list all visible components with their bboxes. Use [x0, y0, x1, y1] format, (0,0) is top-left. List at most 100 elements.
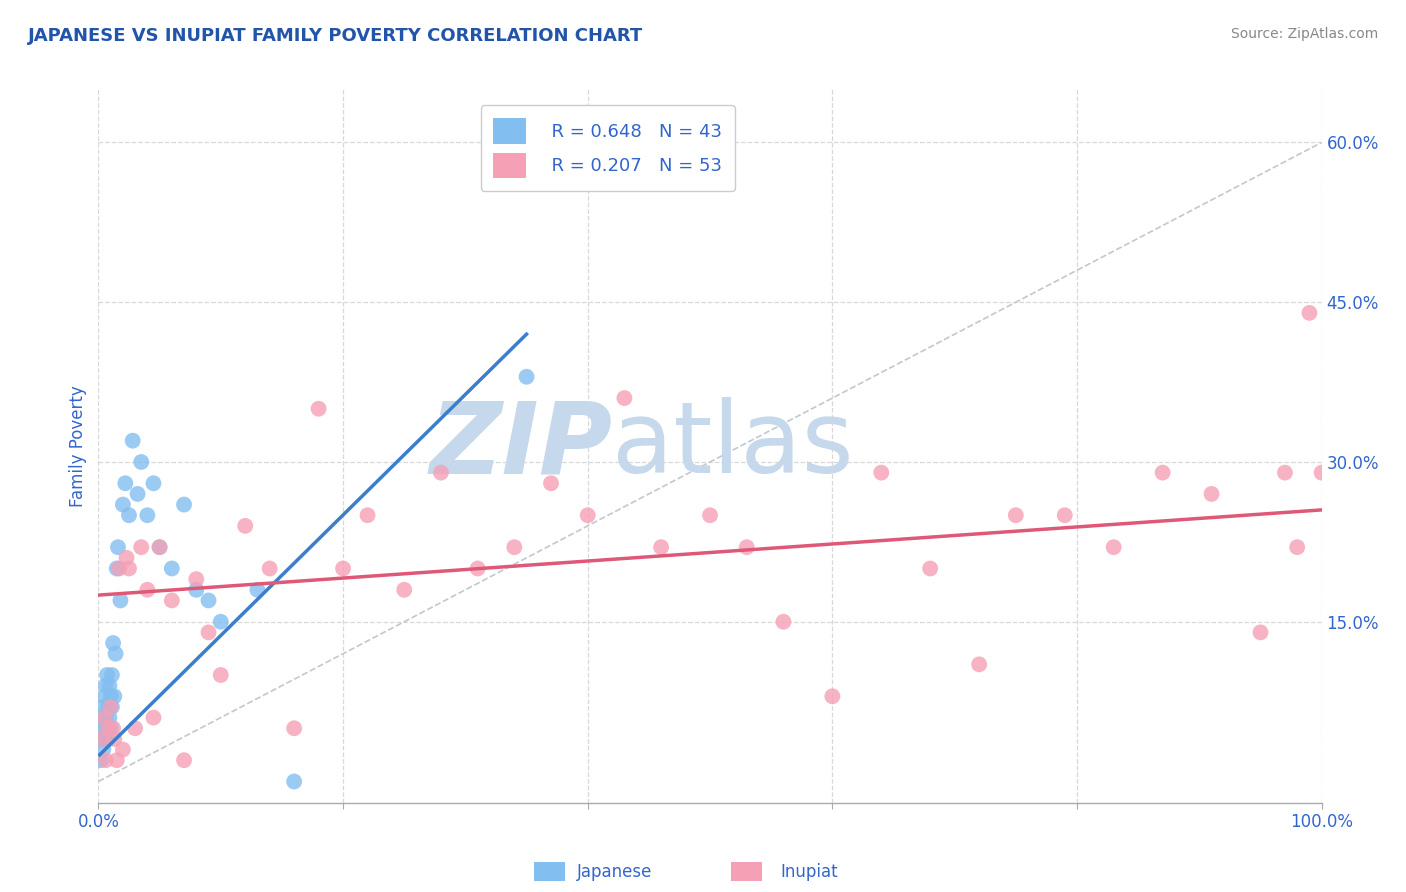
Point: [142, 476, 165, 491]
Point: [97, 721, 120, 735]
Legend:   R = 0.648   N = 43,   R = 0.207   N = 53: R = 0.648 N = 43, R = 0.207 N = 53: [481, 105, 735, 191]
Point: [97, 700, 120, 714]
Point: [101, 668, 124, 682]
Point: [209, 615, 232, 629]
Point: [1274, 466, 1296, 480]
Point: [107, 540, 129, 554]
Point: [101, 721, 124, 735]
Point: [100, 690, 122, 704]
Point: [101, 700, 124, 714]
Point: [149, 540, 172, 554]
Point: [197, 625, 219, 640]
Point: [356, 508, 378, 523]
Point: [1053, 508, 1076, 523]
Point: [283, 774, 305, 789]
Point: [186, 582, 208, 597]
Point: [576, 508, 599, 523]
Point: [149, 540, 172, 554]
Point: [94, 731, 117, 746]
Point: [124, 721, 146, 735]
Point: [136, 582, 159, 597]
Point: [160, 593, 183, 607]
Point: [105, 561, 128, 575]
Point: [93, 690, 115, 704]
Point: [186, 572, 208, 586]
Point: [94, 710, 117, 724]
Point: [115, 550, 138, 565]
Point: [127, 487, 149, 501]
Point: [96, 668, 118, 682]
Point: [118, 508, 141, 523]
Point: [100, 721, 122, 735]
Point: [392, 582, 416, 597]
Text: JAPANESE VS INUPIAT FAMILY POVERTY CORRELATION CHART: JAPANESE VS INUPIAT FAMILY POVERTY CORRE…: [28, 27, 644, 45]
Point: [108, 561, 131, 575]
Point: [91, 710, 114, 724]
Point: [515, 369, 537, 384]
Point: [735, 540, 758, 554]
Point: [91, 731, 114, 746]
Point: [105, 753, 128, 767]
Point: [91, 700, 114, 714]
Point: [101, 636, 124, 650]
Point: [209, 668, 232, 682]
Point: [160, 561, 183, 575]
Point: [91, 742, 114, 756]
Point: [103, 690, 125, 704]
Point: [129, 540, 152, 554]
Point: [91, 731, 114, 746]
Point: [136, 508, 159, 523]
Text: ZIP: ZIP: [429, 398, 612, 494]
Point: [111, 742, 134, 756]
Point: [1249, 625, 1271, 640]
Point: [93, 710, 115, 724]
Text: atlas: atlas: [612, 398, 853, 494]
Point: [699, 508, 721, 523]
Text: Source: ZipAtlas.com: Source: ZipAtlas.com: [1230, 27, 1378, 41]
Point: [283, 721, 305, 735]
Text: Japanese: Japanese: [576, 863, 652, 881]
Point: [1004, 508, 1026, 523]
Point: [870, 466, 893, 480]
Point: [94, 679, 117, 693]
Point: [1201, 487, 1223, 501]
Point: [111, 498, 134, 512]
Point: [118, 561, 141, 575]
Point: [430, 466, 453, 480]
Point: [1102, 540, 1125, 554]
Point: [103, 731, 125, 746]
Point: [503, 540, 526, 554]
Point: [93, 721, 115, 735]
Point: [98, 710, 121, 724]
Point: [613, 391, 636, 405]
Point: [920, 561, 942, 575]
Point: [173, 753, 195, 767]
Point: [467, 561, 489, 575]
Point: [96, 721, 118, 735]
Point: [90, 753, 112, 767]
Point: [259, 561, 281, 575]
Point: [967, 657, 990, 672]
Text: Inupiat: Inupiat: [780, 863, 838, 881]
Point: [332, 561, 354, 575]
Point: [650, 540, 672, 554]
Point: [104, 647, 127, 661]
Point: [772, 615, 794, 629]
Point: [173, 498, 195, 512]
Point: [129, 455, 152, 469]
Y-axis label: Family Poverty: Family Poverty: [69, 385, 87, 507]
Point: [197, 593, 219, 607]
Point: [821, 690, 844, 704]
Point: [308, 401, 330, 416]
Point: [1298, 306, 1320, 320]
Point: [114, 476, 136, 491]
Point: [100, 700, 122, 714]
Point: [540, 476, 562, 491]
Point: [233, 519, 256, 533]
Point: [98, 679, 121, 693]
Point: [1286, 540, 1309, 554]
Point: [110, 593, 132, 607]
Point: [1152, 466, 1174, 480]
Point: [246, 582, 269, 597]
Point: [1310, 466, 1333, 480]
